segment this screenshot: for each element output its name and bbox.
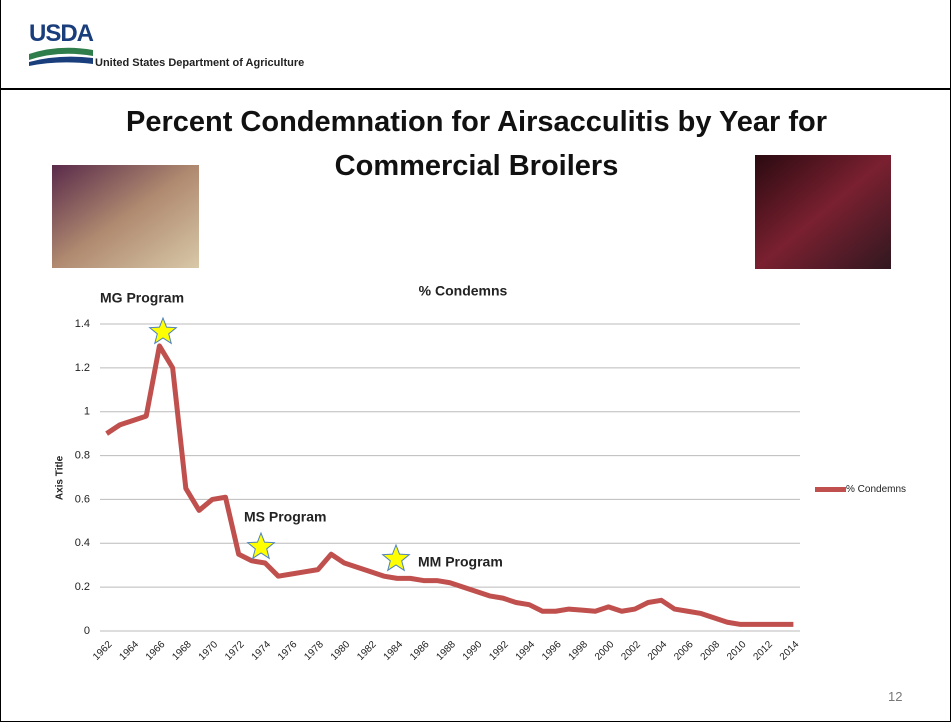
x-tick-label: 1980 — [329, 639, 353, 663]
x-tick-label: 2004 — [646, 639, 670, 663]
y-axis-title: Axis Title — [55, 455, 66, 500]
x-tick-label: 2008 — [699, 639, 723, 663]
x-tick-label: 1976 — [276, 639, 300, 663]
x-tick-label: 1986 — [408, 639, 432, 663]
x-tick-label: 1974 — [250, 639, 274, 663]
photo — [52, 165, 199, 268]
x-tick-label: 2006 — [672, 639, 696, 663]
x-tick-label: 1978 — [302, 639, 326, 663]
x-tick-label: 1994 — [514, 639, 538, 663]
legend-label: % Condemns — [846, 484, 906, 495]
x-tick-label: 2002 — [619, 639, 643, 663]
x-tick-label: 2000 — [593, 639, 617, 663]
x-tick-label: 1966 — [144, 639, 168, 663]
x-tick-label: 1964 — [117, 639, 141, 663]
y-tick-label: 1.2 — [75, 362, 90, 374]
data-line — [107, 346, 794, 624]
x-tick-label: 1996 — [540, 639, 564, 663]
photo — [755, 155, 891, 269]
x-tick-label: 2010 — [725, 639, 749, 663]
x-tick-label: 1982 — [355, 639, 379, 663]
x-tick-label: 1962 — [91, 639, 115, 663]
star-marker — [150, 318, 177, 343]
x-tick-label: 1992 — [487, 639, 511, 663]
chart: % Condemns Axis Title MG Program MS Prog… — [0, 0, 951, 723]
y-tick-label: 0.4 — [75, 537, 90, 549]
y-tick-label: 0 — [84, 625, 90, 637]
x-tick-label: 2014 — [778, 639, 802, 663]
annotation: MG Program — [100, 290, 184, 306]
annotation: MS Program — [244, 509, 326, 525]
x-tick-label: 1988 — [434, 639, 458, 663]
x-tick-label: 1984 — [382, 639, 406, 663]
star-marker — [248, 533, 275, 558]
x-tick-label: 1990 — [461, 639, 485, 663]
y-tick-label: 0.6 — [75, 493, 90, 505]
y-tick-label: 0.2 — [75, 581, 90, 593]
annotation: MM Program — [418, 554, 503, 570]
chart-title: % Condemns — [419, 283, 508, 299]
x-tick-label: 1968 — [170, 639, 194, 663]
x-tick-label: 1972 — [223, 639, 247, 663]
x-tick-label: 2012 — [751, 639, 775, 663]
x-tick-label: 1998 — [567, 639, 591, 663]
y-tick-label: 0.8 — [75, 449, 90, 461]
x-tick-label: 1970 — [197, 639, 221, 663]
y-tick-label: 1.4 — [75, 318, 90, 330]
y-tick-label: 1 — [84, 406, 90, 418]
star-marker — [383, 545, 410, 570]
